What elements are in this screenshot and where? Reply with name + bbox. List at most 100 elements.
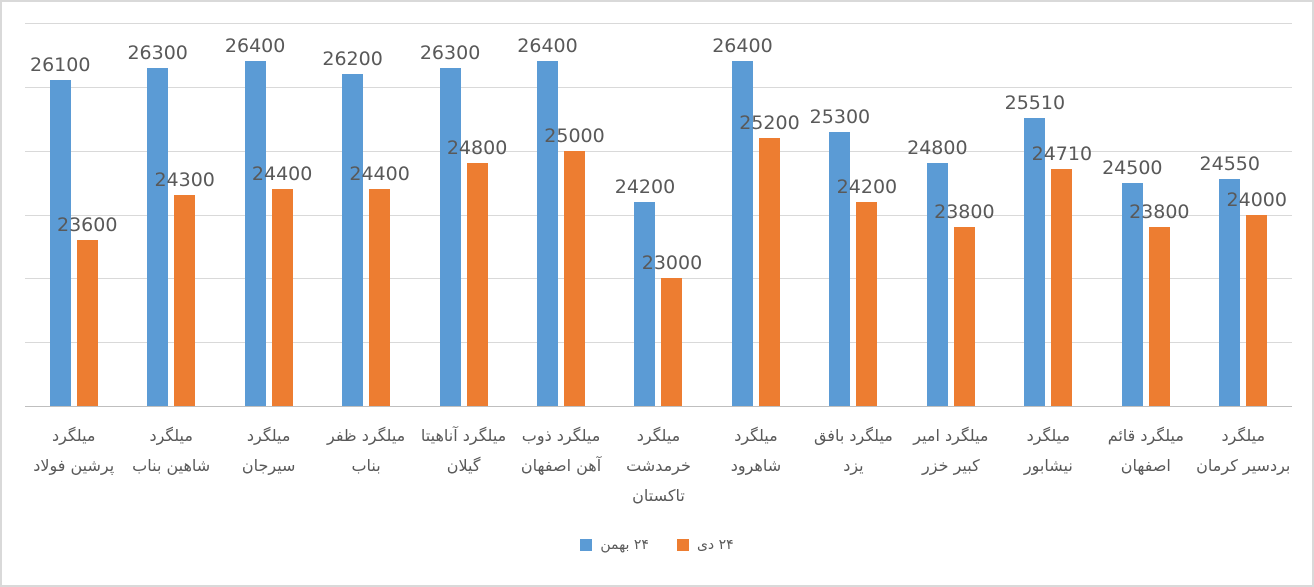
dey-value-label: 24400 [251, 163, 313, 185]
bar-pair: 26300 24300 [122, 23, 219, 406]
bahman-value-label: 25300 [809, 105, 871, 128]
bar-pair: 24550 24000 [1195, 23, 1292, 406]
bahman-bar[interactable] [731, 61, 753, 406]
bahman-bar[interactable] [829, 131, 851, 406]
bar-column: 24500 [1102, 23, 1163, 406]
bahman-bar[interactable] [926, 163, 948, 406]
bar-group: 24500 23800 [1097, 23, 1194, 406]
dey-bar[interactable] [1051, 169, 1073, 406]
dey-value-label: 23800 [1129, 201, 1190, 224]
bar-pair: 26200 24400 [317, 23, 414, 406]
bahman-bar[interactable] [537, 61, 559, 406]
dey-bar[interactable] [466, 163, 488, 406]
bar-pair: 26400 25200 [707, 23, 804, 406]
bahman-legend-label: ۲۴ بهمن [600, 537, 649, 553]
dey-value-label: 24800 [446, 137, 508, 160]
dey-bar[interactable] [1246, 214, 1268, 406]
bar-pair: 26400 24400 [220, 23, 317, 406]
dey-value-label: 23600 [56, 214, 118, 236]
bar-group: 24200 23000 [610, 23, 707, 406]
bar-group: 24800 23800 [902, 23, 999, 406]
category-label: میلگرد ذوب آهن اصفهان [520, 426, 602, 475]
gridline [25, 86, 1292, 88]
dey-value-label: 24000 [1226, 188, 1287, 211]
legend: ۲۴ بهمن ۲۴ دی [0, 537, 1314, 553]
bar-column: 24800 [907, 23, 968, 406]
bar-column: 24550 [1200, 23, 1260, 406]
bar-column: 25510 [1005, 23, 1065, 406]
bahman-bar[interactable] [1219, 179, 1241, 406]
bahman-bar[interactable] [147, 67, 169, 406]
bar-column: 24000 [1227, 23, 1287, 406]
bahman-value-label: 26300 [419, 41, 481, 64]
bar-group: 26100 23600 [25, 23, 122, 406]
dey-bar[interactable] [758, 137, 780, 406]
bahman-value-label: 24800 [907, 137, 968, 160]
category-label: میلگرد شاهرود [730, 426, 782, 475]
dey-bar[interactable] [174, 195, 196, 406]
dey-bar[interactable] [76, 240, 98, 406]
bahman-bar[interactable] [1121, 182, 1143, 406]
legend-item-bahman[interactable]: ۲۴ بهمن [580, 537, 649, 553]
bar-column: 26400 [517, 23, 578, 406]
bar-pair: 24200 23000 [610, 23, 707, 406]
category-label: میلگرد ظفر بناب [326, 426, 406, 475]
dey-bar[interactable] [564, 150, 586, 406]
bahman-value-label: 24550 [1199, 153, 1260, 176]
category-label: میلگرد خرمدشت تاکستان [626, 426, 691, 505]
gridline [25, 278, 1292, 280]
bar-group: 24550 24000 [1195, 23, 1292, 406]
dey-bar[interactable] [1148, 227, 1170, 406]
bahman-bar[interactable] [1024, 118, 1046, 406]
bar-pair: 26300 24800 [415, 23, 512, 406]
bar-column: 24200 [837, 23, 897, 406]
dey-value-label: 25200 [739, 111, 800, 134]
gridline [25, 342, 1292, 344]
dey-bar[interactable] [856, 201, 878, 406]
legend-item-dey[interactable]: ۲۴ دی [676, 537, 734, 553]
dey-value-label: 24400 [349, 163, 410, 185]
bar-column: 24710 [1032, 23, 1092, 406]
category-label: میلگرد نیشابور [1023, 426, 1073, 475]
bar-column: 24400 [252, 23, 312, 406]
bahman-bar[interactable] [439, 67, 461, 406]
dey-legend-swatch [676, 539, 689, 551]
dey-bar[interactable] [953, 227, 975, 406]
category-label: میلگرد بردسیر کرمان [1196, 426, 1291, 475]
bar-pair: 26400 25000 [512, 23, 609, 406]
gridline [25, 150, 1292, 152]
bar-column: 26400 [712, 23, 773, 406]
bar-column: 26300 [127, 23, 188, 406]
dey-bar[interactable] [369, 189, 391, 406]
bar-column: 25000 [544, 23, 605, 406]
dey-value-label: 23800 [934, 201, 995, 224]
dey-value-label: 24200 [836, 175, 898, 198]
bar-column: 25200 [739, 23, 800, 406]
bahman-bar[interactable] [244, 61, 266, 406]
bar-column: 23000 [642, 23, 702, 406]
dey-bar[interactable] [271, 189, 293, 406]
bahman-bar[interactable] [342, 74, 364, 406]
dey-legend-label: ۲۴ دی [696, 537, 734, 553]
bar-group: 26400 25000 [512, 23, 609, 406]
category-label: میلگرد پرشین فولاد [33, 426, 115, 475]
bar-column: 26100 [30, 23, 90, 406]
bar-column: 24200 [615, 23, 675, 406]
bar-group: 26400 24400 [220, 23, 317, 406]
bar-column: 23600 [57, 23, 117, 406]
bahman-bar[interactable] [49, 80, 71, 406]
category-label: میلگرد شاهین بناب [132, 426, 211, 475]
bar-pair: 25300 24200 [805, 23, 902, 406]
bahman-value-label: 26400 [517, 35, 578, 58]
bahman-value-label: 26300 [127, 41, 188, 64]
bahman-bar[interactable] [634, 201, 656, 406]
bar-group: 26300 24800 [415, 23, 512, 406]
dey-value-label: 24300 [154, 169, 215, 192]
bar-group: 25300 24200 [805, 23, 902, 406]
bahman-value-label: 26400 [224, 35, 286, 58]
bar-column: 26200 [322, 23, 383, 406]
dey-bar[interactable] [661, 278, 683, 406]
bar-column: 24400 [349, 23, 410, 406]
